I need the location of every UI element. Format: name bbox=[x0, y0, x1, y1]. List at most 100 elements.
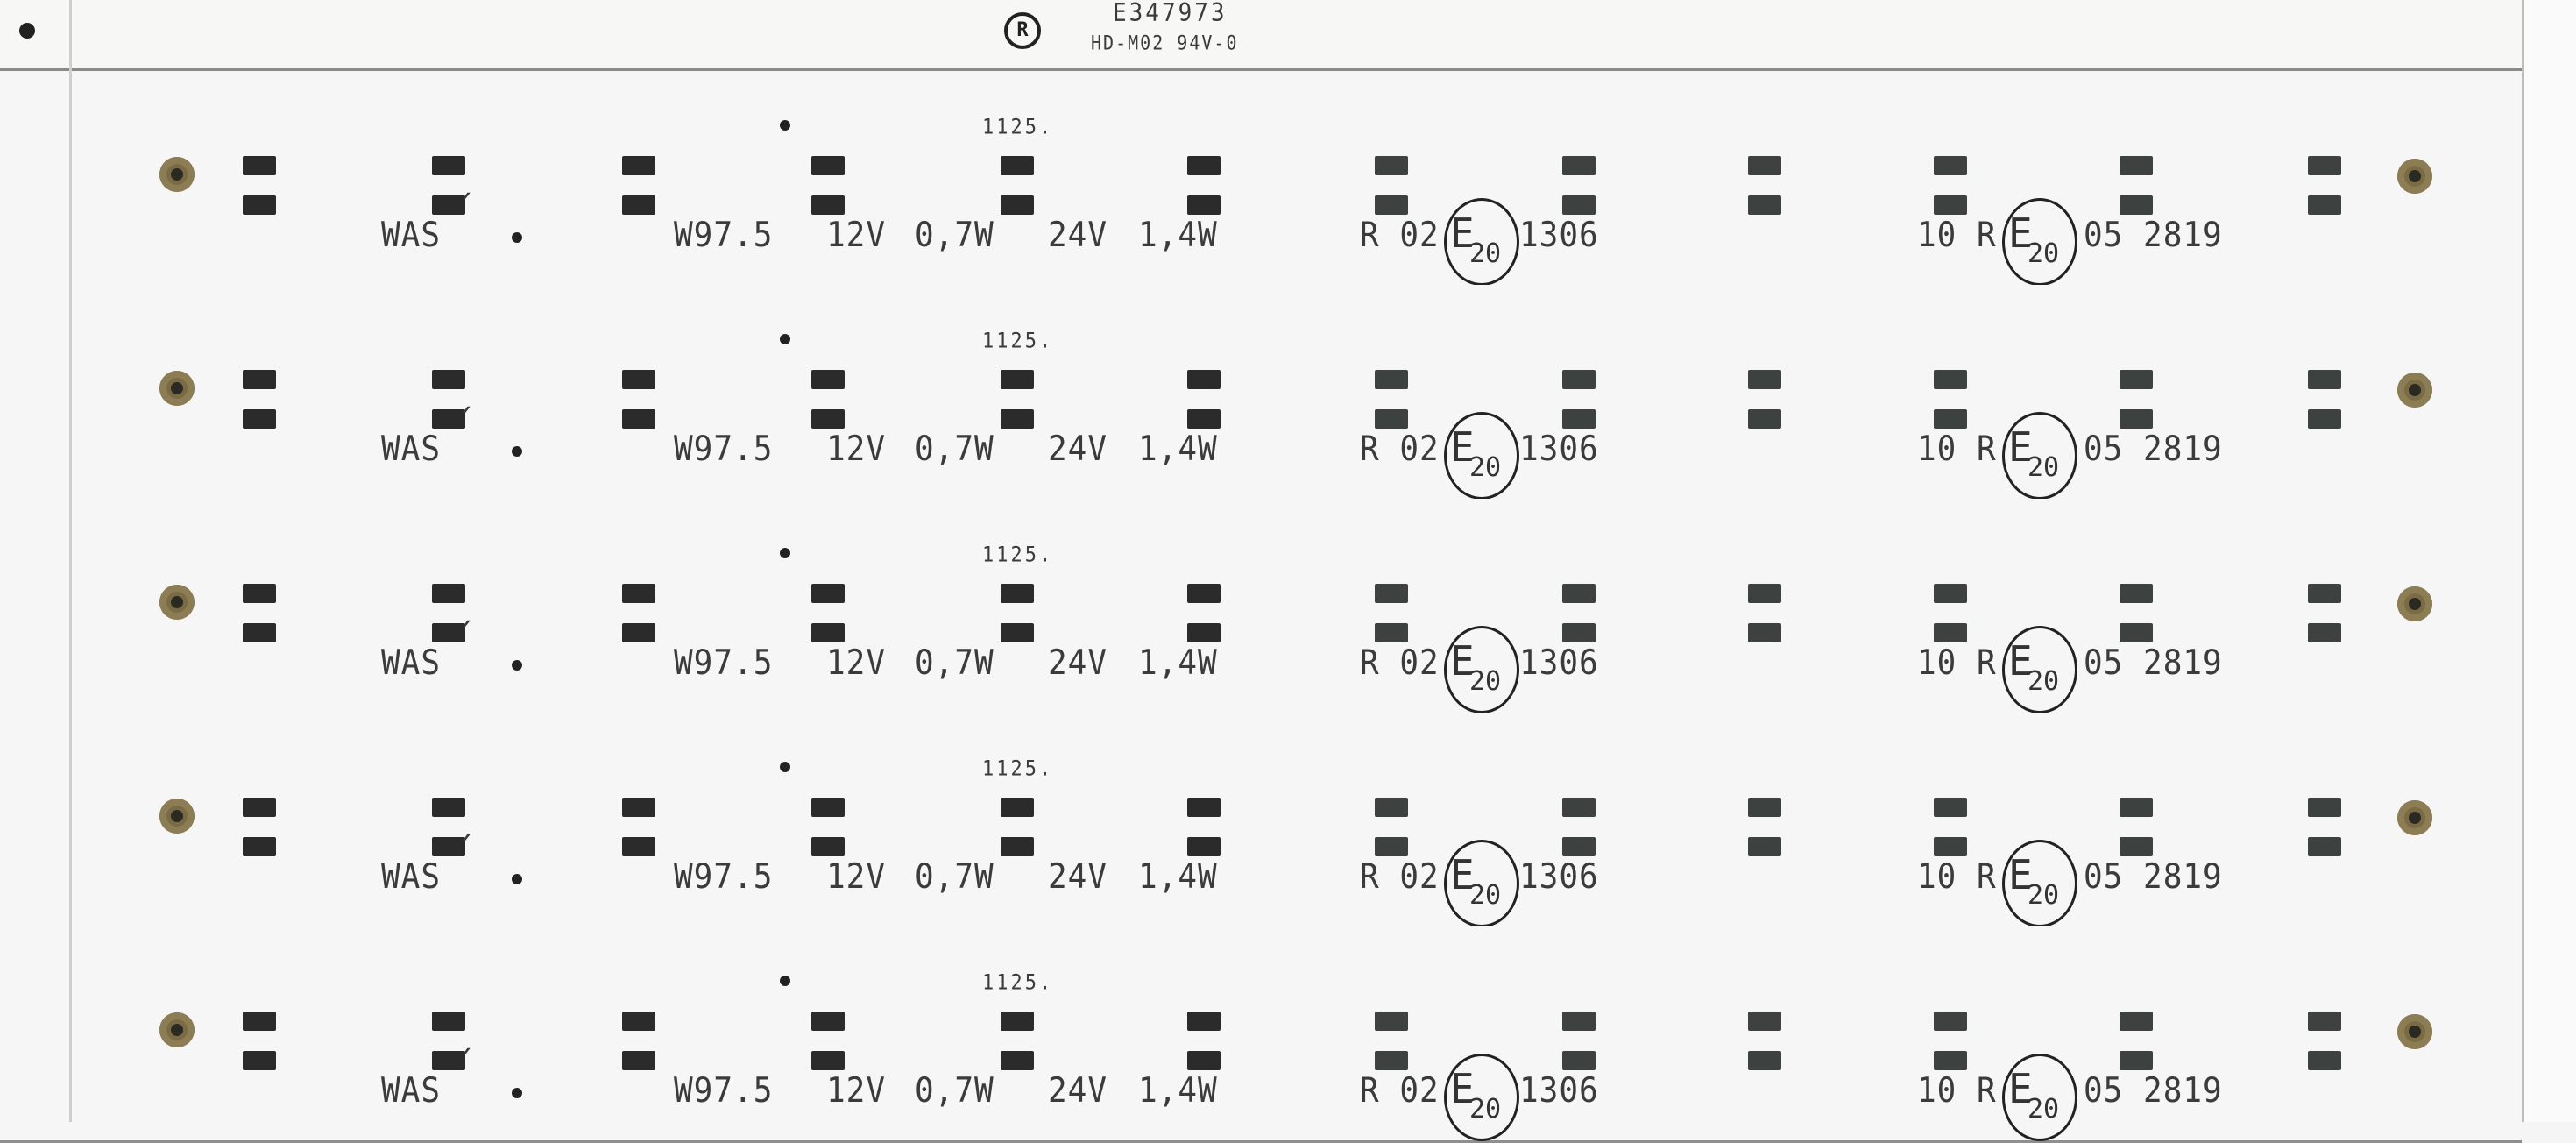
led-pad bbox=[1748, 798, 1781, 817]
voltage-12-label: 12V bbox=[826, 642, 887, 683]
led-pad bbox=[2308, 195, 2341, 215]
model-label: W97.5 bbox=[674, 215, 774, 255]
brand-accent: ´ bbox=[456, 402, 476, 443]
led-pad bbox=[622, 195, 655, 215]
led-pad bbox=[1375, 1051, 1408, 1070]
code-b-prefix: 10 R bbox=[1917, 642, 1997, 683]
e20-circle-mark: E 20 bbox=[1444, 412, 1519, 500]
power-24-label: 1,4W bbox=[1138, 215, 1218, 255]
led-pad bbox=[811, 370, 845, 389]
e20-letter: E bbox=[2008, 209, 2033, 257]
led-pad bbox=[432, 156, 465, 175]
ul-logo-icon: R bbox=[1004, 12, 1041, 49]
power-24-label: 1,4W bbox=[1138, 429, 1218, 469]
led-pad bbox=[2308, 1051, 2341, 1070]
material-rating: HD-M02 94V-0 bbox=[1091, 31, 1239, 55]
model-label: W97.5 bbox=[674, 856, 774, 897]
led-pad bbox=[2120, 798, 2153, 817]
led-pad bbox=[1187, 409, 1221, 429]
e20-letter: E bbox=[1450, 423, 1475, 471]
e20-circle-mark: E 20 bbox=[2002, 626, 2077, 713]
led-pad bbox=[2120, 195, 2153, 215]
mounting-hole-left bbox=[159, 799, 195, 834]
led-pad bbox=[432, 798, 465, 817]
led-pad bbox=[1001, 798, 1034, 817]
power-12-label: 0,7W bbox=[915, 429, 994, 469]
led-pad bbox=[1934, 584, 1967, 603]
model-label: W97.5 bbox=[674, 429, 774, 469]
date-mark: 1125. bbox=[982, 543, 1054, 568]
panel-left-edge bbox=[69, 0, 72, 1122]
brand-label: WAS bbox=[381, 642, 442, 683]
e20-number: 20 bbox=[1469, 666, 1502, 697]
led-pad bbox=[2308, 1012, 2341, 1031]
brand-label: WAS bbox=[381, 856, 442, 897]
led-pad bbox=[811, 623, 845, 642]
led-pad bbox=[1748, 1051, 1781, 1070]
led-pad bbox=[2120, 370, 2153, 389]
date-mark: 1125. bbox=[982, 970, 1054, 996]
e20-letter: E bbox=[1450, 851, 1475, 898]
code-a-suffix: 1306 bbox=[1519, 1070, 1599, 1111]
silkscreen-dot bbox=[512, 874, 522, 884]
led-pad bbox=[1187, 623, 1221, 642]
e20-letter: E bbox=[1450, 637, 1475, 685]
fiducial-dot bbox=[19, 23, 35, 39]
led-pad bbox=[1562, 370, 1596, 389]
led-pad bbox=[1934, 1051, 1967, 1070]
led-pad bbox=[1562, 584, 1596, 603]
brand-accent: ´ bbox=[456, 1044, 476, 1084]
voltage-12-label: 12V bbox=[826, 856, 887, 897]
led-pad bbox=[622, 370, 655, 389]
e20-number: 20 bbox=[2028, 238, 2060, 269]
led-pad bbox=[811, 195, 845, 215]
e20-number: 20 bbox=[1469, 238, 1502, 269]
voltage-24-label: 24V bbox=[1048, 1070, 1108, 1111]
led-pad bbox=[243, 409, 276, 429]
power-12-label: 0,7W bbox=[915, 1070, 994, 1111]
led-pad bbox=[432, 1051, 465, 1070]
led-pad bbox=[432, 837, 465, 856]
silkscreen-dot bbox=[512, 660, 522, 671]
led-pad bbox=[1001, 1051, 1034, 1070]
model-label: W97.5 bbox=[674, 1070, 774, 1111]
led-pad bbox=[243, 837, 276, 856]
led-pad bbox=[1562, 798, 1596, 817]
led-pad bbox=[2308, 798, 2341, 817]
voltage-24-label: 24V bbox=[1048, 642, 1108, 683]
led-pad bbox=[243, 623, 276, 642]
e20-circle-mark: E 20 bbox=[1444, 198, 1519, 286]
led-pad bbox=[1375, 409, 1408, 429]
brand-accent: ´ bbox=[456, 830, 476, 870]
led-pad bbox=[1934, 837, 1967, 856]
e20-circle-mark: E 20 bbox=[1444, 1054, 1519, 1141]
code-a-suffix: 1306 bbox=[1519, 429, 1599, 469]
e20-circle-mark: E 20 bbox=[2002, 198, 2077, 286]
e20-letter: E bbox=[2008, 637, 2033, 685]
code-a-suffix: 1306 bbox=[1519, 215, 1599, 255]
code-a-prefix: R 02 bbox=[1360, 642, 1440, 683]
e20-circle-mark: E 20 bbox=[2002, 412, 2077, 500]
brand-accent: ´ bbox=[456, 188, 476, 229]
polarity-dot bbox=[780, 334, 790, 344]
led-pad bbox=[1187, 837, 1221, 856]
code-a-suffix: 1306 bbox=[1519, 642, 1599, 683]
mounting-hole-right bbox=[2397, 373, 2432, 408]
led-pad bbox=[1748, 195, 1781, 215]
code-a-prefix: R 02 bbox=[1360, 429, 1440, 469]
e20-number: 20 bbox=[2028, 666, 2060, 697]
led-pad bbox=[811, 798, 845, 817]
mounting-hole-right bbox=[2397, 159, 2432, 194]
led-pad bbox=[811, 837, 845, 856]
led-pad bbox=[1748, 623, 1781, 642]
mounting-hole-right bbox=[2397, 800, 2432, 835]
led-pad bbox=[243, 1051, 276, 1070]
led-pad bbox=[432, 409, 465, 429]
led-pad bbox=[2120, 1012, 2153, 1031]
code-b-suffix: 05 2819 bbox=[2084, 429, 2223, 469]
code-b-prefix: 10 R bbox=[1917, 1070, 1997, 1111]
led-pad bbox=[2120, 623, 2153, 642]
led-pad bbox=[1748, 409, 1781, 429]
silkscreen-dot bbox=[512, 446, 522, 457]
led-pad bbox=[2120, 1051, 2153, 1070]
